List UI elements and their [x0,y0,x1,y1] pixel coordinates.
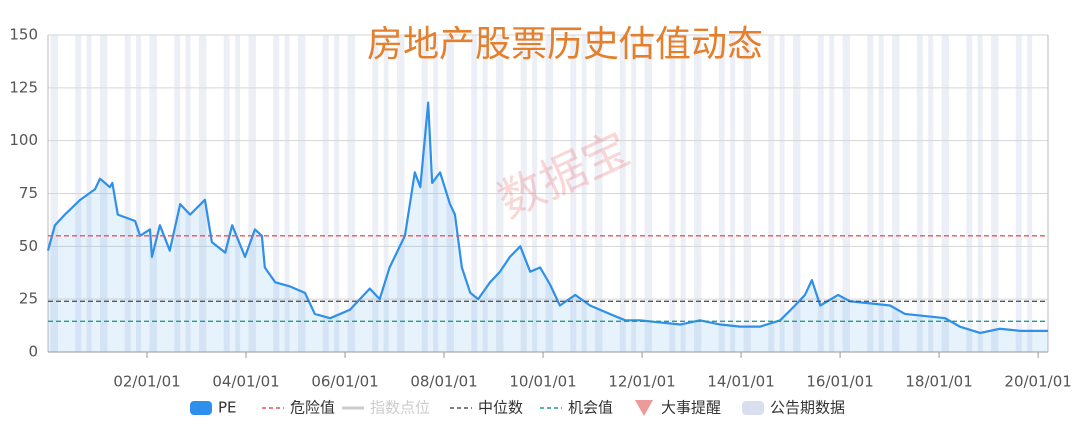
legend-swatch [190,401,212,415]
x-tick-label: 16/01/01 [806,373,873,391]
legend-swatch [742,401,764,415]
legend-swatch [635,400,653,416]
x-tick-label: 18/01/01 [905,373,972,391]
x-tick-label: 06/01/01 [311,373,378,391]
x-tick-label: 10/01/01 [509,373,576,391]
legend-label: 大事提醒 [661,399,721,417]
x-tick-label: 02/01/01 [113,373,180,391]
y-tick-label: 125 [9,78,38,96]
y-tick-label: 50 [19,237,38,255]
pe-area [48,102,1048,352]
legend-label: 中位数 [478,399,523,417]
pe-line [46,101,1048,335]
legend-label: PE [218,399,237,417]
legend-label: 危险值 [290,399,335,417]
chart-title: 房地产股票历史估值动态 [367,24,763,65]
legend-label: 指数点位 [370,399,430,417]
x-tick-label: 14/01/01 [707,373,774,391]
legend-label: 公告期数据 [770,399,845,417]
y-tick-label: 0 [28,343,38,361]
legend-label: 机会值 [568,399,613,417]
y-tick-label: 25 [19,290,38,308]
x-tick-label: 20/01/01 [1004,373,1071,391]
x-tick-label: 12/01/01 [608,373,675,391]
y-tick-label: 100 [9,131,38,149]
x-tick-label: 08/01/01 [410,373,477,391]
watermark: 数据宝 [490,121,638,228]
y-tick-label: 150 [9,26,38,44]
x-tick-label: 04/01/01 [212,373,279,391]
y-tick-label: 75 [19,184,38,202]
